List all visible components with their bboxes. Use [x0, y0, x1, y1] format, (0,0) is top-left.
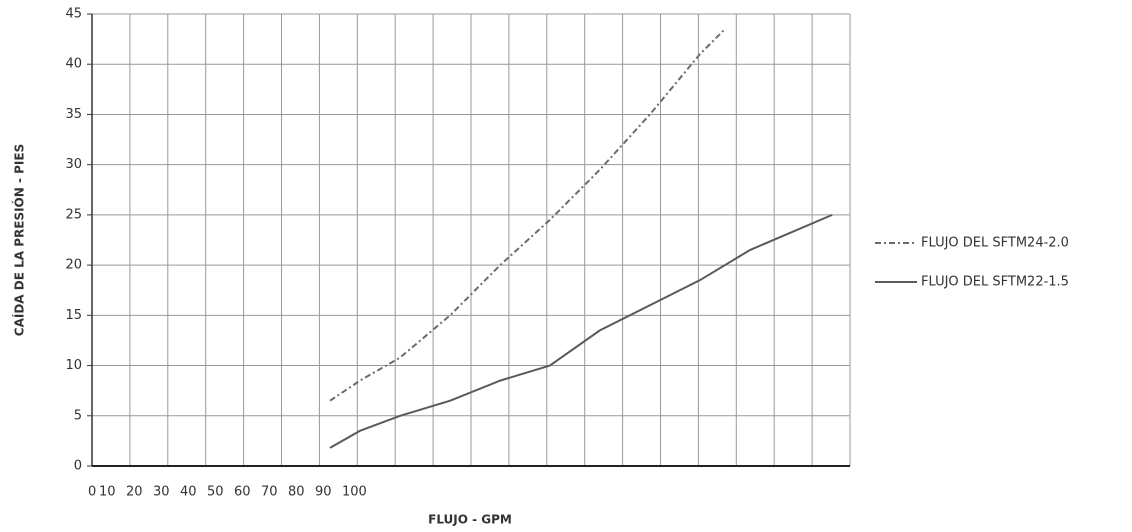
y-tick-label: 40 — [65, 57, 82, 72]
x-tick-label: 90 — [315, 485, 332, 500]
x-tick-label: 100 — [342, 485, 367, 500]
y-tick-label: 15 — [65, 308, 82, 323]
x-tick-label: 40 — [180, 485, 197, 500]
x-axis-title: FLUJO - GPM — [428, 513, 512, 527]
y-tick-label: 5 — [74, 408, 82, 423]
y-tick-label: 25 — [65, 207, 82, 222]
x-tick-label: 30 — [153, 485, 170, 500]
legend-label: FLUJO DEL SFTM22-1.5 — [921, 275, 1069, 290]
x-tick-label: 70 — [261, 485, 278, 500]
x-tick-label: 80 — [288, 485, 305, 500]
x-tick-label: 60 — [234, 485, 251, 500]
y-axis-title: CAÍDA DE LA PRESIÓN - PIES — [12, 144, 27, 336]
legend-label: FLUJO DEL SFTM24-2.0 — [921, 236, 1069, 251]
x-tick-label: 50 — [207, 485, 224, 500]
y-tick-label: 0 — [74, 459, 82, 474]
x-tick-label: 0 — [88, 485, 96, 500]
x-tick-label: 10 — [99, 485, 116, 500]
y-tick-label: 20 — [65, 258, 82, 273]
series-line — [329, 28, 726, 402]
series-line — [329, 213, 833, 449]
y-tick-label: 35 — [65, 107, 82, 122]
y-tick-label: 30 — [65, 157, 82, 172]
x-tick-label: 20 — [126, 485, 143, 500]
y-tick-label: 45 — [65, 7, 82, 22]
y-tick-label: 10 — [65, 358, 82, 373]
